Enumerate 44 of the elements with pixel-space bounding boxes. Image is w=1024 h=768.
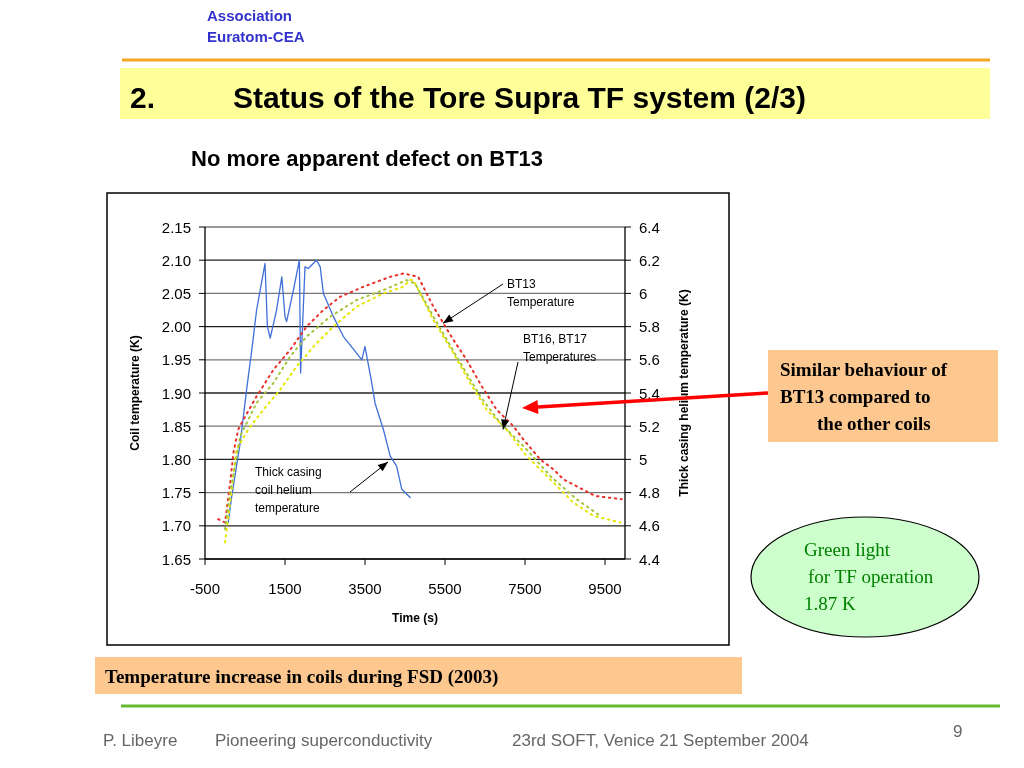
text: Green light for TF operation 1.87 K [804,539,934,614]
y-tick-label: 2.05 [161,284,191,302]
x-tick-label: 1500 [268,580,302,597]
y-tick-label: 1.65 [161,550,191,568]
y-tick-label: 2.10 [161,251,191,269]
y-tick-label: 1.85 [161,417,191,435]
y-tick-label: 1.70 [161,517,191,535]
x-tick-label: -500 [189,580,221,597]
x-tick-label: 9500 [588,580,622,597]
y2-tick-label: 5.4 [639,384,660,402]
y-tick-label: 1.75 [161,484,191,502]
y2-tick-label: 6.2 [639,251,660,269]
x-tick-label: 3500 [348,580,382,597]
line-series [227,259,411,524]
chart-title: 2. Status of the Tore Supra TF system (2/3) [130,81,806,114]
y-tick-label: 2.00 [161,318,191,336]
text: 23rd SOFT, Venice 21 September 2004 [512,731,809,750]
y2-tick-label: 6.4 [639,218,660,236]
y2-tick-label: 4.4 [639,550,660,568]
chart-subtitle: No more apparent defect on BT13 [191,146,544,171]
y2-tick-label: 4.8 [639,484,660,502]
text: Association Euratom-CEA [207,7,305,45]
text: Pioneering superconductivity [215,731,433,750]
y2-tick-label: 5.2 [639,417,660,435]
text: P. Libeyre [103,731,178,750]
y-axis-title: Coil temperature (K) [128,335,142,451]
annotation: Thick casing coil helium temperature [255,465,322,515]
y-tick-label: 1.95 [161,351,191,369]
annotation: BT13 Temperature [507,277,575,309]
y2-tick-label: 5 [639,450,648,468]
y-tick-label: 2.15 [161,218,191,236]
x-tick-label: 7500 [508,580,542,597]
x-axis-title: Time (s) [392,611,438,625]
text: 9 [953,722,963,741]
text: Temperature increase in coils during FSD (2003) [105,666,499,688]
y-tick-label: 1.80 [161,450,191,468]
annotation: BT16, BT17 Temperatures [523,332,597,364]
y-tick-label: 1.90 [161,384,191,402]
y2-tick-label: 4.6 [639,517,660,535]
y2-tick-label: 6 [639,284,648,302]
text: Similar behaviour of BT13 compared to the other coils [780,359,948,434]
y2-tick-label: 5.8 [639,318,660,336]
y2-tick-label: 5.6 [639,351,660,369]
x-tick-label: 5500 [428,580,462,597]
